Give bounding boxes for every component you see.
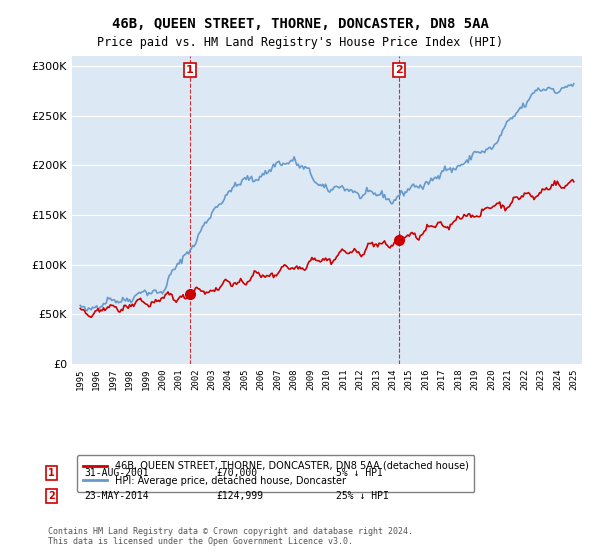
Text: 23-MAY-2014: 23-MAY-2014 [84,491,149,501]
Text: 2: 2 [48,491,55,501]
Legend: 46B, QUEEN STREET, THORNE, DONCASTER, DN8 5AA (detached house), HPI: Average pri: 46B, QUEEN STREET, THORNE, DONCASTER, DN… [77,455,475,492]
Text: Contains HM Land Registry data © Crown copyright and database right 2024.
This d: Contains HM Land Registry data © Crown c… [48,526,413,546]
Text: 1: 1 [48,468,55,478]
Text: 31-AUG-2001: 31-AUG-2001 [84,468,149,478]
Text: £70,000: £70,000 [216,468,257,478]
Text: 25% ↓ HPI: 25% ↓ HPI [336,491,389,501]
Text: 46B, QUEEN STREET, THORNE, DONCASTER, DN8 5AA: 46B, QUEEN STREET, THORNE, DONCASTER, DN… [112,17,488,31]
Text: 1: 1 [186,66,194,75]
Text: £124,999: £124,999 [216,491,263,501]
Text: 5% ↓ HPI: 5% ↓ HPI [336,468,383,478]
Text: Price paid vs. HM Land Registry's House Price Index (HPI): Price paid vs. HM Land Registry's House … [97,36,503,49]
Text: 2: 2 [395,66,403,75]
